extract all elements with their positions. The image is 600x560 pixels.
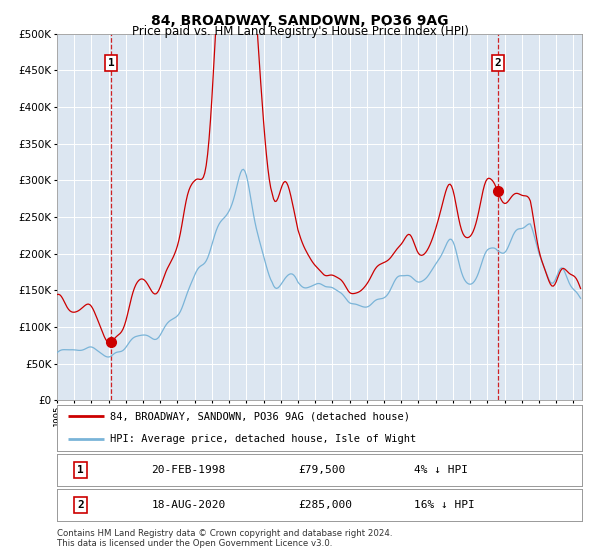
Text: 20-FEB-1998: 20-FEB-1998 <box>151 465 226 475</box>
Text: 16% ↓ HPI: 16% ↓ HPI <box>414 500 475 510</box>
Text: 84, BROADWAY, SANDOWN, PO36 9AG: 84, BROADWAY, SANDOWN, PO36 9AG <box>151 14 449 28</box>
Text: 18-AUG-2020: 18-AUG-2020 <box>151 500 226 510</box>
Text: 1: 1 <box>77 465 84 475</box>
Text: £285,000: £285,000 <box>299 500 353 510</box>
Text: HPI: Average price, detached house, Isle of Wight: HPI: Average price, detached house, Isle… <box>110 435 416 444</box>
Text: Price paid vs. HM Land Registry's House Price Index (HPI): Price paid vs. HM Land Registry's House … <box>131 25 469 38</box>
Text: 2: 2 <box>494 58 502 68</box>
Text: 2: 2 <box>77 500 84 510</box>
Text: Contains HM Land Registry data © Crown copyright and database right 2024.
This d: Contains HM Land Registry data © Crown c… <box>57 529 392 548</box>
Text: 1: 1 <box>107 58 114 68</box>
Text: £79,500: £79,500 <box>299 465 346 475</box>
Text: 4% ↓ HPI: 4% ↓ HPI <box>414 465 468 475</box>
Text: 84, BROADWAY, SANDOWN, PO36 9AG (detached house): 84, BROADWAY, SANDOWN, PO36 9AG (detache… <box>110 412 409 421</box>
